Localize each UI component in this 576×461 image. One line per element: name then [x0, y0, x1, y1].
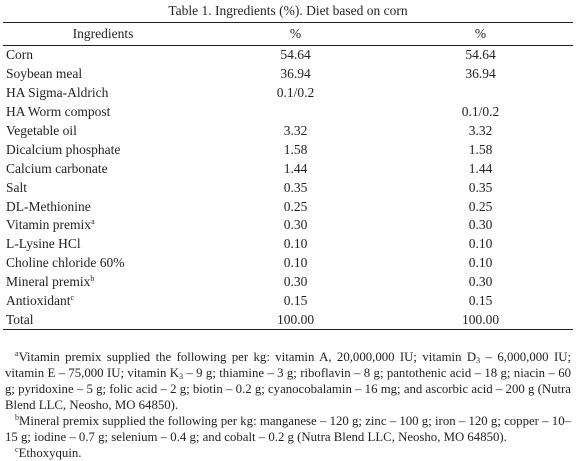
- footnote-b: bMineral premix supplied the following p…: [5, 413, 571, 445]
- percent-value-2: 0.30: [468, 217, 493, 233]
- header-percent-1: %: [203, 22, 389, 46]
- footnote-ref: c: [70, 293, 75, 303]
- footnotes: aVitamin premix supplied the following p…: [5, 349, 571, 461]
- table-row: HA Sigma-Aldrich 0.1/0.2: [3, 84, 573, 103]
- ingredient-name: Antioxidant: [6, 293, 71, 309]
- percent-value-1: 1.44: [283, 160, 308, 176]
- table-row: Corn 54.64 54.64: [3, 46, 573, 65]
- table-row: Vegetable oil 3.32 3.32: [3, 122, 573, 141]
- header-percent-2: %: [388, 22, 573, 46]
- footnote-text: Vitamin premix supplied the following pe…: [18, 350, 477, 364]
- ingredient-name: Dicalcium phosphate: [6, 141, 121, 157]
- ingredient-name: Soybean meal: [6, 66, 83, 82]
- percent-value-1: 1.58: [283, 141, 308, 157]
- footnote-a: aVitamin premix supplied the following p…: [5, 349, 571, 413]
- percent-value-2: 0.10: [468, 255, 493, 271]
- percent-value-2: 0.25: [468, 198, 493, 214]
- footnote-ref: b: [90, 274, 95, 284]
- ingredient-name: Vegetable oil: [6, 123, 77, 138]
- ingredient-name: Corn: [6, 47, 33, 63]
- ingredient-name-cell: HA Worm compost: [3, 103, 203, 122]
- ingredient-name: Total: [6, 311, 34, 327]
- ingredients-table: Ingredients % % Corn 54.64 54.64 Soybean me…: [3, 22, 573, 331]
- ingredient-name-cell: DL-Methionine: [3, 197, 203, 216]
- table-row: Antioxidantc 0.15 0.15: [3, 292, 573, 311]
- percent-value-2: 0.30: [468, 274, 493, 290]
- percent-value-1: 0.1/0.2: [276, 85, 315, 101]
- ingredient-name: HA Worm compost: [6, 104, 111, 120]
- footnote-ref: a: [91, 217, 95, 227]
- table-row: Salt 0.35 0.35: [3, 178, 573, 197]
- percent-value-2: 1.58: [468, 141, 493, 157]
- footnote-text: Mineral premix supplied the following pe…: [5, 414, 571, 444]
- header-ingredients: Ingredients: [3, 22, 204, 46]
- table-row: Choline chloride 60% 0.10 0.10: [3, 254, 573, 273]
- percent-value-1: 36.94: [280, 66, 311, 82]
- percent-value-2: 0.15: [468, 293, 493, 309]
- percent-value-2: 0.10: [468, 236, 493, 252]
- ingredient-name-cell: Corn: [3, 46, 203, 65]
- percent-value-1: [203, 103, 388, 122]
- ingredient-name: HA Sigma-Aldrich: [6, 85, 109, 101]
- percent-value-1: 3.32: [283, 123, 308, 138]
- percent-value-1: 54.64: [280, 47, 311, 63]
- table-row: Calcium carbonate 1.44 1.44: [3, 159, 573, 178]
- ingredient-name: Choline chloride 60%: [6, 255, 125, 271]
- table-row: Vitamin premixa 0.30 0.30: [3, 216, 573, 235]
- percent-value-2: 3.32: [468, 123, 493, 138]
- footnote-mark: b: [15, 413, 19, 422]
- percent-value-1: 0.10: [283, 236, 308, 252]
- footnote-c: cEthoxyquin.: [5, 445, 571, 461]
- ingredient-name: Salt: [6, 179, 28, 195]
- ingredient-name-cell: Salt: [3, 178, 203, 197]
- table-row: Total 100.00 100.00: [3, 310, 573, 331]
- ingredient-name-cell: HA Sigma-Aldrich: [3, 84, 203, 103]
- percent-value-1: 0.10: [283, 255, 308, 271]
- footnote-subscript: 3: [179, 372, 184, 381]
- ingredient-name-cell: Vegetable oil: [3, 122, 203, 141]
- percent-value-2: 36.94: [465, 66, 496, 82]
- ingredient-name-cell: Vitamin premixa: [3, 216, 203, 235]
- footnote-text: – 6,000,000 IU; vitamin E – 75,000 IU; v…: [5, 350, 572, 380]
- table-row: L-Lysine HCl 0.10 0.10: [3, 235, 573, 254]
- percent-value-1: 100.00: [203, 310, 389, 331]
- percent-value-1: 0.30: [283, 217, 308, 233]
- ingredient-name-cell: Antioxidantc: [3, 292, 203, 311]
- table-header-row: Ingredients % %: [3, 22, 573, 46]
- ingredient-name-cell: Calcium carbonate: [3, 159, 203, 178]
- ingredient-name: Vitamin premix: [6, 217, 92, 233]
- footnote-text: – 9 g; thiamine – 3 g; riboflavin – 8 g;…: [5, 366, 571, 412]
- percent-value-2: 100.00: [388, 310, 573, 331]
- table-row: DL-Methionine 0.25 0.25: [3, 197, 573, 216]
- ingredient-name-cell: Mineral premixb: [3, 273, 203, 292]
- percent-value-2: 0.1/0.2: [461, 104, 500, 120]
- percent-value-1: 0.30: [283, 274, 308, 290]
- ingredient-name-cell: Choline chloride 60%: [3, 254, 203, 273]
- ingredient-name-cell: Soybean meal: [3, 65, 203, 84]
- table-row: HA Worm compost 0.1/0.2: [3, 103, 573, 122]
- ingredient-name-cell: Total: [3, 310, 204, 331]
- footnote-text: Ethoxyquin.: [18, 446, 82, 460]
- ingredient-name: DL-Methionine: [6, 198, 91, 214]
- ingredient-name: L-Lysine HCl: [6, 236, 81, 252]
- table-row: Mineral premixb 0.30 0.30: [3, 273, 573, 292]
- footnote-mark: a: [15, 349, 19, 358]
- percent-value-1: 0.35: [283, 179, 308, 195]
- table-title: Table 1. Ingredients (%). Diet based on …: [168, 3, 408, 18]
- ingredient-name: Calcium carbonate: [6, 160, 108, 176]
- percent-value-2: 54.64: [465, 47, 496, 63]
- ingredient-name: Mineral premix: [6, 274, 91, 290]
- percent-value-2: 1.44: [468, 160, 493, 176]
- percent-value-1: 0.25: [283, 198, 308, 214]
- table-row: Dicalcium phosphate 1.58 1.58: [3, 140, 573, 159]
- ingredient-name-cell: L-Lysine HCl: [3, 235, 203, 254]
- footnote-subscript: 3: [476, 356, 481, 365]
- percent-value-2: [388, 84, 573, 103]
- percent-value-1: 0.15: [283, 293, 308, 309]
- percent-value-2: 0.35: [468, 179, 493, 195]
- ingredient-name-cell: Dicalcium phosphate: [3, 140, 203, 159]
- table-row: Soybean meal 36.94 36.94: [3, 65, 573, 84]
